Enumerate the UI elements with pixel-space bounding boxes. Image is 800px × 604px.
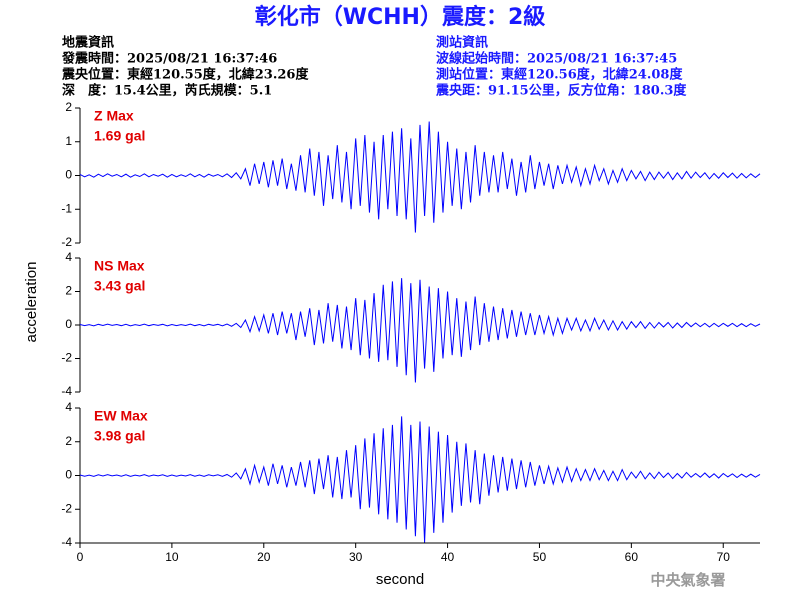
title: 彰化市（WCHH）震度：2級 bbox=[255, 4, 546, 30]
x-tick-label: 30 bbox=[349, 550, 363, 564]
event-info: 震央位置：東經120.55度，北緯23.26度 bbox=[61, 67, 309, 83]
event-info: 發震時間：2025/08/21 16:37:46 bbox=[61, 51, 277, 67]
y-tick-label: 4 bbox=[65, 250, 72, 264]
max-label: 1.69 gal bbox=[94, 128, 145, 144]
y-tick-label: 0 bbox=[65, 168, 72, 182]
x-axis-label: second bbox=[376, 571, 424, 588]
y-tick-label: -2 bbox=[61, 235, 72, 249]
event-info: 地震資訊 bbox=[62, 35, 114, 51]
x-tick-label: 0 bbox=[77, 550, 84, 564]
component-label: NS Max bbox=[94, 258, 145, 274]
footer-agency: 中央氣象署 bbox=[650, 571, 725, 589]
x-tick-label: 40 bbox=[441, 550, 455, 564]
max-label: 3.43 gal bbox=[94, 278, 145, 294]
y-axis-label: acceleration bbox=[23, 262, 40, 343]
x-tick-label: 10 bbox=[165, 550, 179, 564]
waveform bbox=[79, 278, 761, 383]
y-tick-label: 0 bbox=[65, 468, 72, 482]
x-tick-label: 60 bbox=[625, 550, 639, 564]
y-tick-label: 4 bbox=[65, 400, 72, 414]
component-label: Z Max bbox=[94, 108, 134, 124]
station-info: 測站資訊 bbox=[436, 35, 488, 51]
waveform bbox=[79, 416, 761, 543]
y-tick-label: 1 bbox=[65, 134, 72, 148]
y-tick-label: -4 bbox=[61, 535, 72, 549]
station-info: 震央距：91.15公里，反方位角：180.3度 bbox=[435, 83, 687, 99]
y-tick-label: 2 bbox=[65, 434, 72, 448]
waveform bbox=[79, 121, 761, 233]
x-tick-label: 70 bbox=[717, 550, 731, 564]
y-tick-label: 2 bbox=[65, 284, 72, 298]
event-info: 深 度：15.4公里，芮氏規模：5.1 bbox=[62, 83, 272, 99]
y-tick-label: 0 bbox=[65, 317, 72, 331]
station-info: 波線起始時間：2025/08/21 16:37:45 bbox=[436, 51, 677, 67]
y-tick-label: -2 bbox=[61, 351, 72, 365]
x-tick-label: 50 bbox=[533, 550, 547, 564]
component-label: EW Max bbox=[94, 408, 148, 424]
y-tick-label: 2 bbox=[65, 100, 72, 114]
y-tick-label: -2 bbox=[61, 501, 72, 515]
max-label: 3.98 gal bbox=[94, 428, 145, 444]
y-tick-label: -1 bbox=[61, 201, 72, 215]
station-info: 測站位置：東經120.56度，北緯24.08度 bbox=[436, 67, 683, 83]
x-tick-label: 20 bbox=[257, 550, 271, 564]
y-tick-label: -4 bbox=[61, 384, 72, 398]
